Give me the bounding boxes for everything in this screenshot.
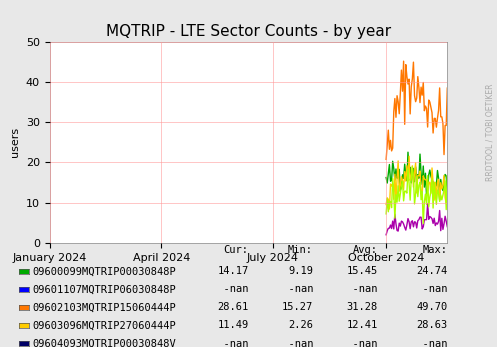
Text: 14.17: 14.17	[217, 266, 248, 276]
Text: RRDTOOL / TOBI OETIKER: RRDTOOL / TOBI OETIKER	[485, 83, 494, 180]
Text: 31.28: 31.28	[346, 303, 378, 312]
Text: 24.74: 24.74	[416, 266, 447, 276]
Text: -nan: -nan	[340, 285, 378, 294]
Title: MQTRIP - LTE Sector Counts - by year: MQTRIP - LTE Sector Counts - by year	[106, 24, 391, 39]
Text: 12.41: 12.41	[346, 321, 378, 330]
Text: 28.63: 28.63	[416, 321, 447, 330]
Y-axis label: users: users	[10, 127, 20, 157]
Text: 49.70: 49.70	[416, 303, 447, 312]
Text: 28.61: 28.61	[217, 303, 248, 312]
Text: 2.26: 2.26	[288, 321, 313, 330]
Text: 09604093MQTRIP00030848V: 09604093MQTRIP00030848V	[32, 339, 176, 347]
Text: Max:: Max:	[422, 245, 447, 255]
Text: 11.49: 11.49	[217, 321, 248, 330]
Text: Avg:: Avg:	[353, 245, 378, 255]
Text: 09600099MQTRIP00030848P: 09600099MQTRIP00030848P	[32, 266, 176, 276]
Text: -nan: -nan	[276, 339, 313, 347]
Text: 9.19: 9.19	[288, 266, 313, 276]
Text: 09603096MQTRIP27060444P: 09603096MQTRIP27060444P	[32, 321, 176, 330]
Text: -nan: -nan	[340, 339, 378, 347]
Text: -nan: -nan	[211, 339, 248, 347]
Text: Cur:: Cur:	[224, 245, 248, 255]
Text: 09602103MQTRIP15060444P: 09602103MQTRIP15060444P	[32, 303, 176, 312]
Text: -nan: -nan	[211, 285, 248, 294]
Text: 09601107MQTRIP06030848P: 09601107MQTRIP06030848P	[32, 285, 176, 294]
Text: Min:: Min:	[288, 245, 313, 255]
Text: 15.45: 15.45	[346, 266, 378, 276]
Text: -nan: -nan	[276, 285, 313, 294]
Text: -nan: -nan	[410, 285, 447, 294]
Text: -nan: -nan	[410, 339, 447, 347]
Text: 15.27: 15.27	[282, 303, 313, 312]
